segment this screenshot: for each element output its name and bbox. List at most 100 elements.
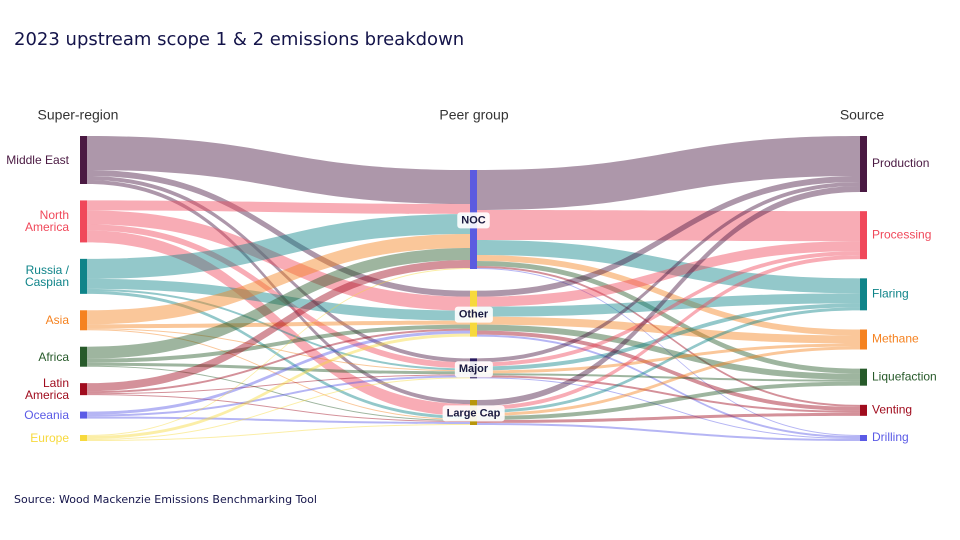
flow [477,266,860,407]
node [80,383,87,396]
flow [477,346,860,416]
flow [477,255,860,336]
flow [477,251,860,367]
flow [87,324,470,363]
flow [87,224,470,369]
node-label: Africa [38,349,69,364]
node [860,368,867,386]
flow [87,416,470,424]
node-label: Venting [872,403,912,417]
flow [87,210,470,311]
node-label: Flaring [872,287,909,301]
flow [87,176,470,363]
flow [477,375,860,413]
flow [87,260,470,392]
flow [87,234,470,325]
node-label: Asia [45,313,69,328]
node [80,310,87,331]
flow [477,241,860,307]
flow [477,307,860,413]
node-label-box: NOC [457,212,490,229]
flow [477,176,860,297]
flow [87,394,470,422]
node-label: North America [24,208,69,235]
label-box [442,405,505,422]
flow [477,136,860,210]
node [860,329,867,350]
flow [87,329,470,420]
label-box [457,212,490,229]
node-label: Drilling [872,430,909,444]
flow [477,377,860,439]
node-label: NOC [461,214,486,226]
flow [477,381,860,420]
column-header: Super-region [38,107,119,123]
flow [87,333,470,439]
flow [87,290,470,419]
node-label: Major [459,363,489,375]
flow [477,255,860,410]
node [80,258,87,294]
node-label: Other [459,309,489,321]
flow [87,377,470,440]
flow [87,362,470,375]
column-header: Peer group [439,107,508,123]
node [80,411,87,419]
column-header: Source [840,107,885,123]
node [80,346,87,367]
node-label-box: Major [454,361,493,378]
flow [87,278,470,321]
label-box [454,361,493,378]
flow [477,373,860,382]
flow [87,320,470,329]
source-note: Source: Wood Mackenzie Emissions Benchma… [14,493,317,506]
flow [87,424,470,441]
node [860,404,867,416]
node-label: Methane [872,332,919,346]
flow [477,316,860,344]
flow [87,374,470,395]
flow [477,293,860,317]
node-label: Processing [872,227,931,241]
flow [87,288,470,371]
node-label: Liquefaction [872,369,937,383]
node [860,278,867,311]
flow [477,240,860,294]
flow [477,412,860,423]
flow [87,365,470,421]
node-label: Europe [30,431,69,445]
flow [477,423,860,441]
flow [87,375,470,417]
flow [87,230,470,416]
flow [87,214,470,279]
flow [477,303,860,371]
flow [477,261,860,374]
node-label-box: Other [454,306,493,323]
flow [477,268,860,436]
node-label: Production [872,156,929,170]
node-label: Latin America [24,376,69,403]
flow [477,324,860,380]
node [860,435,867,441]
flow [87,180,470,404]
flow [87,136,470,204]
flow [477,343,860,374]
flow [87,170,470,297]
flow [477,182,860,363]
node [860,136,867,192]
node-label: Russia / Caspian [24,263,69,290]
flow [87,248,470,359]
flow [477,330,860,411]
node [80,200,87,243]
flow [87,330,470,415]
title: 2023 upstream scope 1 & 2 emissions brea… [14,29,464,50]
node [860,211,867,260]
flow [477,334,860,438]
node-label: Middle East [6,153,69,167]
node [80,435,87,441]
flow [477,210,860,242]
node [80,136,87,184]
flow [87,328,470,394]
